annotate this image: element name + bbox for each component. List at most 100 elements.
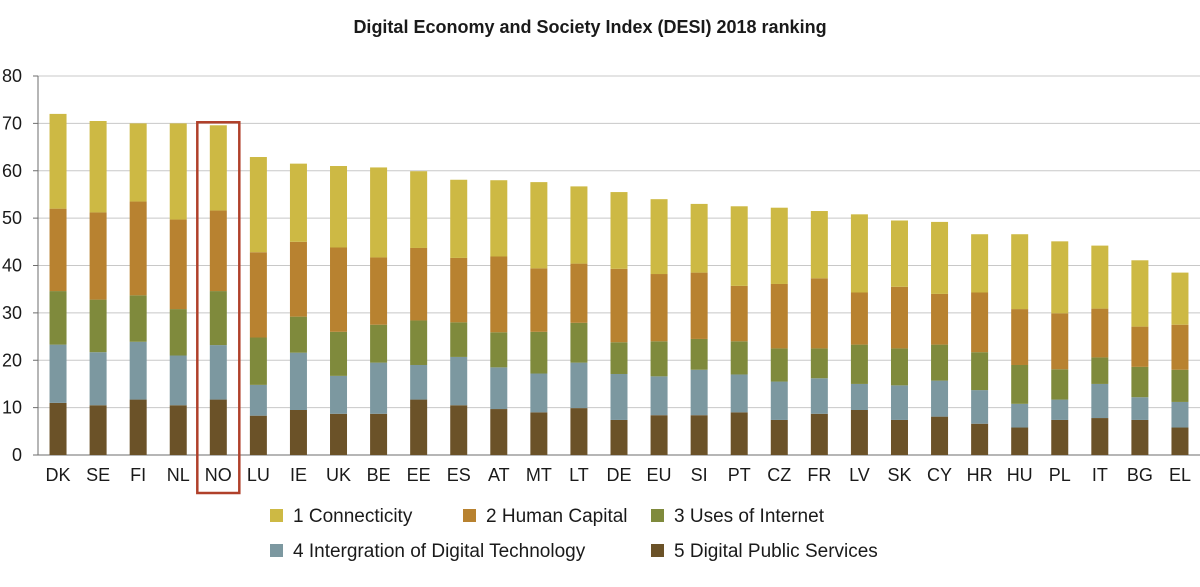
legend-item: 1 Connecticity: [270, 506, 413, 527]
bar-segment: [1131, 326, 1149, 367]
bar-segment: [289, 241, 307, 317]
x-tick-label: SK: [887, 465, 911, 485]
bar-segment: [850, 214, 868, 293]
x-tick-label: DE: [606, 465, 631, 485]
bar-segment: [610, 419, 628, 455]
bar-segment: [730, 206, 748, 286]
bar-segment: [1171, 369, 1189, 402]
bar-segment: [370, 324, 388, 363]
bar-segment: [850, 292, 868, 345]
bar-segment: [1171, 401, 1189, 428]
bar-segment: [129, 341, 147, 400]
bar-segment: [330, 413, 348, 455]
legend-item: 5 Digital Public Services: [651, 541, 878, 562]
bar-stack-MT: [530, 182, 548, 455]
bar-segment: [650, 341, 668, 377]
bar-segment: [1091, 418, 1109, 455]
bar-stack-CY: [931, 221, 949, 455]
bar-segment: [1091, 357, 1109, 384]
bar-segment: [89, 212, 107, 300]
bar-segment: [650, 376, 668, 416]
bar-segment: [610, 342, 628, 374]
bar-segment: [169, 309, 187, 356]
x-tick-label: LT: [569, 465, 589, 485]
bar-segment: [530, 268, 548, 332]
x-tick-label: IT: [1092, 465, 1108, 485]
bar-stack-SI: [690, 203, 708, 455]
x-tick-label: FI: [130, 465, 146, 485]
bar-segment: [730, 285, 748, 342]
legend-label: 2 Human Capital: [486, 506, 628, 527]
bar-stack-EE: [410, 171, 428, 455]
bar-stack-AT: [490, 180, 508, 455]
x-tick-label: IE: [290, 465, 307, 485]
bar-segment: [1131, 366, 1149, 398]
bar-segment: [1051, 369, 1069, 400]
x-tick-label: AT: [488, 465, 510, 485]
bar-stack-EU: [650, 199, 668, 455]
bar-segment: [971, 423, 989, 455]
legend-swatch: [270, 509, 283, 522]
bar-segment: [330, 247, 348, 332]
bar-stack-NL: [169, 123, 187, 455]
bar-segment: [530, 373, 548, 413]
bar-segment: [209, 125, 227, 211]
bar-segment: [410, 399, 428, 455]
bar-segment: [490, 409, 508, 455]
bar-segment: [330, 375, 348, 414]
bar-segment: [1011, 309, 1029, 365]
bar-segment: [810, 378, 828, 414]
x-tick-label: UK: [326, 465, 351, 485]
bar-segment: [209, 291, 227, 346]
bar-segment: [370, 167, 388, 258]
legend-swatch: [651, 544, 664, 557]
bar-segment: [530, 182, 548, 269]
bar-stack-DK: [49, 113, 67, 455]
bar-stack-LT: [570, 186, 588, 455]
bar-segment: [770, 207, 788, 284]
bar-segment: [249, 252, 267, 338]
bar-segment: [850, 409, 868, 455]
bar-segment: [690, 338, 708, 370]
bar-segment: [370, 413, 388, 455]
bar-segment: [1171, 272, 1189, 325]
bar-segment: [770, 381, 788, 420]
x-tick-label: EE: [407, 465, 431, 485]
bar-stack-BE: [370, 167, 388, 455]
bar-segment: [249, 384, 267, 416]
bar-segment: [370, 362, 388, 414]
bar-segment: [890, 348, 908, 386]
bar-segment: [450, 179, 468, 258]
bar-segment: [770, 348, 788, 382]
bar-segment: [931, 293, 949, 345]
y-tick-label: 40: [2, 256, 22, 276]
bar-segment: [890, 286, 908, 349]
bar-stack-HR: [971, 234, 989, 455]
bar-segment: [690, 415, 708, 455]
bar-stack-ES: [450, 179, 468, 455]
bar-stack-LV: [850, 214, 868, 455]
y-tick-label: 10: [2, 398, 22, 418]
x-tick-label: SI: [691, 465, 708, 485]
bar-segment: [690, 203, 708, 273]
bar-segment: [209, 210, 227, 292]
bar-segment: [570, 322, 588, 363]
bar-segment: [770, 283, 788, 349]
bar-stack-DE: [610, 192, 628, 455]
legend: 1 Connecticity 2 Human Capital 3 Uses of I…: [270, 506, 878, 562]
bar-segment: [570, 186, 588, 264]
bar-segment: [49, 208, 67, 292]
bar-segment: [249, 157, 267, 253]
x-tick-label: LV: [849, 465, 870, 485]
bar-segment: [289, 163, 307, 242]
bar-segment: [49, 113, 67, 209]
bar-segment: [209, 399, 227, 455]
bar-segment: [289, 409, 307, 455]
bar-stack-IE: [289, 163, 307, 455]
legend-item: 3 Uses of Internet: [651, 506, 825, 527]
x-tick-label: CZ: [767, 465, 791, 485]
bar-segment: [1091, 308, 1109, 358]
bar-segment: [1091, 245, 1109, 309]
bar-segment: [1051, 419, 1069, 455]
bar-segment: [570, 362, 588, 409]
